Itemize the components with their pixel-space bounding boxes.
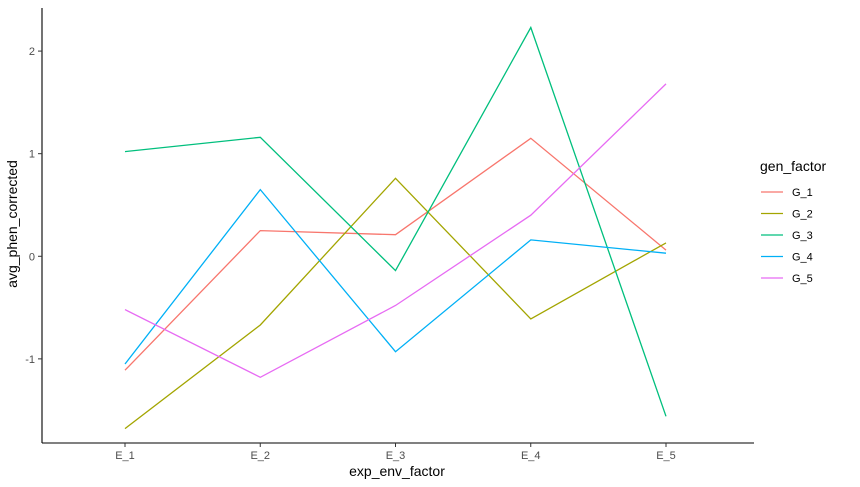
y-tick-label: 2	[29, 46, 35, 58]
x-tick-label: E_1	[115, 450, 135, 462]
legend-title: gen_factor	[760, 158, 826, 174]
y-tick-label: -1	[25, 354, 35, 366]
plot-area	[124, 25, 667, 430]
legend-label: G_2	[792, 209, 813, 221]
legend-label: G_5	[792, 273, 813, 285]
x-axis: E_1 E_2 E_3 E_4 E_5	[42, 442, 754, 462]
x-tick-label: E_2	[250, 450, 270, 462]
x-tick-label: E_5	[656, 450, 676, 462]
series-line-g-1	[124, 137, 667, 371]
legend: gen_factor G_1 G_2 G_3 G_4 G_5	[760, 158, 826, 285]
x-tick-label: E_4	[521, 450, 541, 462]
legend-label: G_3	[792, 230, 813, 242]
series-line-g-4	[124, 188, 667, 365]
y-tick-label: 1	[29, 149, 35, 161]
y-axis-title: avg_phen_corrected	[4, 160, 20, 288]
x-axis-title: exp_env_factor	[349, 463, 445, 479]
series-line-g-3	[124, 25, 667, 417]
legend-label: G_4	[792, 252, 813, 264]
y-axis: -1 0 1 2	[25, 8, 43, 443]
series-line-g-2	[124, 177, 667, 430]
y-tick-label: 0	[29, 251, 35, 263]
series-line-g-5	[124, 83, 667, 379]
x-tick-label: E_3	[386, 450, 406, 462]
legend-label: G_1	[792, 187, 813, 199]
legend-items: G_1 G_2 G_3 G_4 G_5	[761, 187, 813, 285]
